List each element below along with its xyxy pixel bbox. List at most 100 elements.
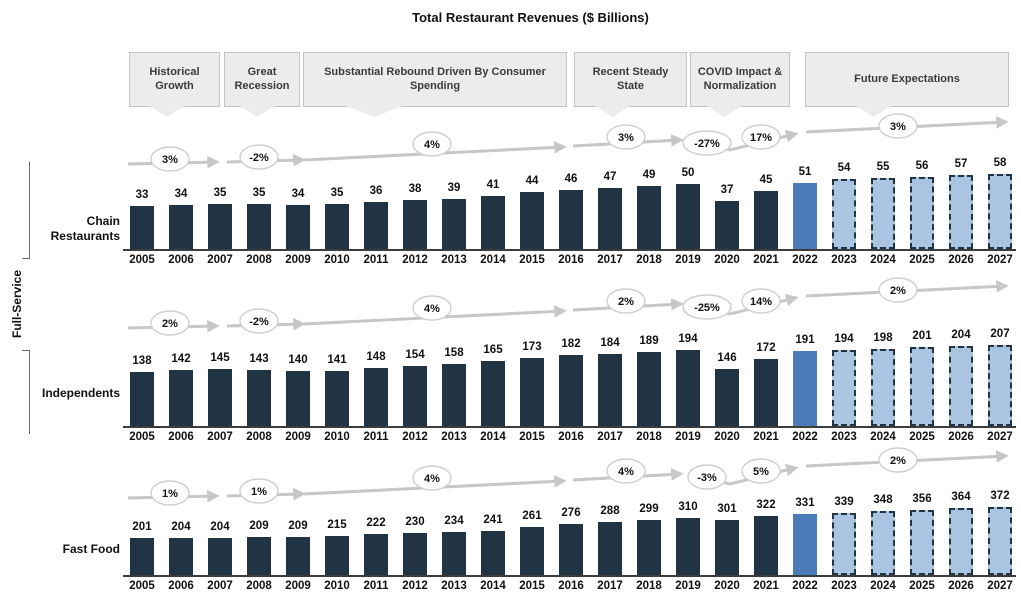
svg-text:4%: 4% bbox=[618, 466, 634, 478]
full-service-bracket-tick-bottom bbox=[22, 350, 30, 351]
bar-value-label: 55 bbox=[876, 161, 890, 173]
bar-value-label: 301 bbox=[717, 503, 737, 515]
bar-fast-food-2027 bbox=[988, 507, 1012, 575]
bar-value-label: 182 bbox=[561, 338, 581, 350]
year-label: 2009 bbox=[285, 254, 311, 266]
series-label-independents: Independents bbox=[41, 386, 120, 400]
bar-chain-restaurants-2014 bbox=[481, 196, 505, 249]
bar-value-label: 46 bbox=[564, 173, 578, 185]
bar-independents-2022 bbox=[793, 351, 817, 426]
bar-fast-food-2014 bbox=[481, 531, 505, 575]
year-label: 2020 bbox=[714, 254, 740, 266]
bar-fast-food-2023 bbox=[832, 513, 856, 575]
x-axis-line bbox=[123, 426, 1016, 428]
bar-independents-2024 bbox=[871, 349, 895, 426]
bar-value-label: 241 bbox=[483, 514, 503, 526]
bar-value-label: 261 bbox=[522, 510, 542, 522]
growth-rate-badge: 4% bbox=[412, 295, 452, 321]
year-label: 2018 bbox=[636, 580, 662, 592]
bar-value-label: 198 bbox=[873, 332, 893, 344]
growth-rate-badge: 5% bbox=[741, 458, 781, 484]
bar-independents-2009 bbox=[286, 371, 310, 426]
svg-text:2%: 2% bbox=[162, 318, 178, 330]
bar-independents-2026 bbox=[949, 346, 973, 426]
bar-value-label: 276 bbox=[561, 507, 581, 519]
year-label: 2020 bbox=[714, 580, 740, 592]
growth-rate-badge: 17% bbox=[741, 124, 781, 150]
year-label: 2006 bbox=[168, 431, 194, 443]
growth-rate-badge: -3% bbox=[687, 464, 727, 490]
year-label: 2027 bbox=[987, 254, 1013, 266]
year-label: 2021 bbox=[753, 254, 779, 266]
year-label: 2026 bbox=[948, 580, 974, 592]
bar-independents-2013 bbox=[442, 364, 466, 426]
bar-chain-restaurants-2026 bbox=[949, 175, 973, 249]
callout-tail bbox=[593, 105, 632, 117]
phase-label: Historical Growth bbox=[149, 65, 200, 92]
bar-value-label: 234 bbox=[444, 515, 464, 527]
year-label: 2026 bbox=[948, 431, 974, 443]
year-label: 2021 bbox=[753, 580, 779, 592]
year-label: 2025 bbox=[909, 254, 935, 266]
growth-rate-badge: 14% bbox=[741, 288, 781, 314]
bar-value-label: 173 bbox=[522, 341, 542, 353]
year-label: 2018 bbox=[636, 254, 662, 266]
bar-fast-food-2012 bbox=[403, 533, 427, 575]
bar-value-label: 54 bbox=[837, 162, 851, 174]
bar-independents-2020 bbox=[715, 369, 739, 426]
bar-chain-restaurants-2020 bbox=[715, 201, 739, 249]
svg-text:17%: 17% bbox=[750, 132, 772, 144]
year-label: 2024 bbox=[870, 580, 896, 592]
bar-independents-2018 bbox=[637, 352, 661, 426]
year-label: 2008 bbox=[246, 431, 272, 443]
bar-value-label: 288 bbox=[600, 505, 620, 517]
bar-fast-food-2010 bbox=[325, 536, 349, 575]
bar-value-label: 204 bbox=[951, 329, 971, 341]
bar-value-label: 201 bbox=[912, 330, 932, 342]
bar-chain-restaurants-2022 bbox=[793, 183, 817, 249]
bar-value-label: 372 bbox=[990, 490, 1010, 502]
phase-label: Recent Steady State bbox=[592, 65, 669, 92]
svg-text:3%: 3% bbox=[890, 121, 906, 133]
bar-independents-2005 bbox=[130, 372, 154, 426]
svg-text:-25%: -25% bbox=[694, 302, 720, 314]
bar-chain-restaurants-2007 bbox=[208, 204, 232, 249]
bar-fast-food-2016 bbox=[559, 524, 583, 575]
bar-fast-food-2021 bbox=[754, 516, 778, 575]
svg-text:2%: 2% bbox=[890, 455, 906, 467]
bar-chain-restaurants-2018 bbox=[637, 186, 661, 249]
bar-fast-food-2026 bbox=[949, 508, 973, 575]
year-label: 2012 bbox=[402, 254, 428, 266]
year-label: 2014 bbox=[480, 254, 506, 266]
year-label: 2014 bbox=[480, 431, 506, 443]
bar-value-label: 194 bbox=[678, 333, 698, 345]
year-label: 2010 bbox=[324, 254, 350, 266]
bar-value-label: 299 bbox=[639, 503, 659, 515]
year-label: 2019 bbox=[675, 254, 701, 266]
year-label: 2005 bbox=[129, 431, 155, 443]
growth-rate-badge: 2% bbox=[878, 447, 918, 473]
year-label: 2013 bbox=[441, 254, 467, 266]
bar-independents-2025 bbox=[910, 347, 934, 426]
bar-fast-food-2020 bbox=[715, 520, 739, 575]
bar-value-label: 194 bbox=[834, 333, 854, 345]
bar-fast-food-2019 bbox=[676, 518, 700, 575]
year-label: 2022 bbox=[792, 580, 818, 592]
bar-chain-restaurants-2005 bbox=[130, 206, 154, 249]
bar-value-label: 50 bbox=[681, 167, 695, 179]
bar-chain-restaurants-2024 bbox=[871, 178, 895, 249]
bar-value-label: 209 bbox=[288, 520, 308, 532]
bar-value-label: 331 bbox=[795, 497, 815, 509]
x-axis-line bbox=[123, 249, 1016, 251]
bar-independents-2019 bbox=[676, 350, 700, 426]
bar-chain-restaurants-2009 bbox=[286, 205, 310, 249]
svg-text:3%: 3% bbox=[618, 132, 634, 144]
bar-fast-food-2022 bbox=[793, 514, 817, 575]
bar-value-label: 348 bbox=[873, 494, 893, 506]
year-label: 2017 bbox=[597, 254, 623, 266]
x-axis-line bbox=[123, 575, 1016, 577]
svg-text:2%: 2% bbox=[890, 285, 906, 297]
svg-text:-3%: -3% bbox=[697, 472, 717, 484]
svg-text:-27%: -27% bbox=[694, 138, 720, 150]
